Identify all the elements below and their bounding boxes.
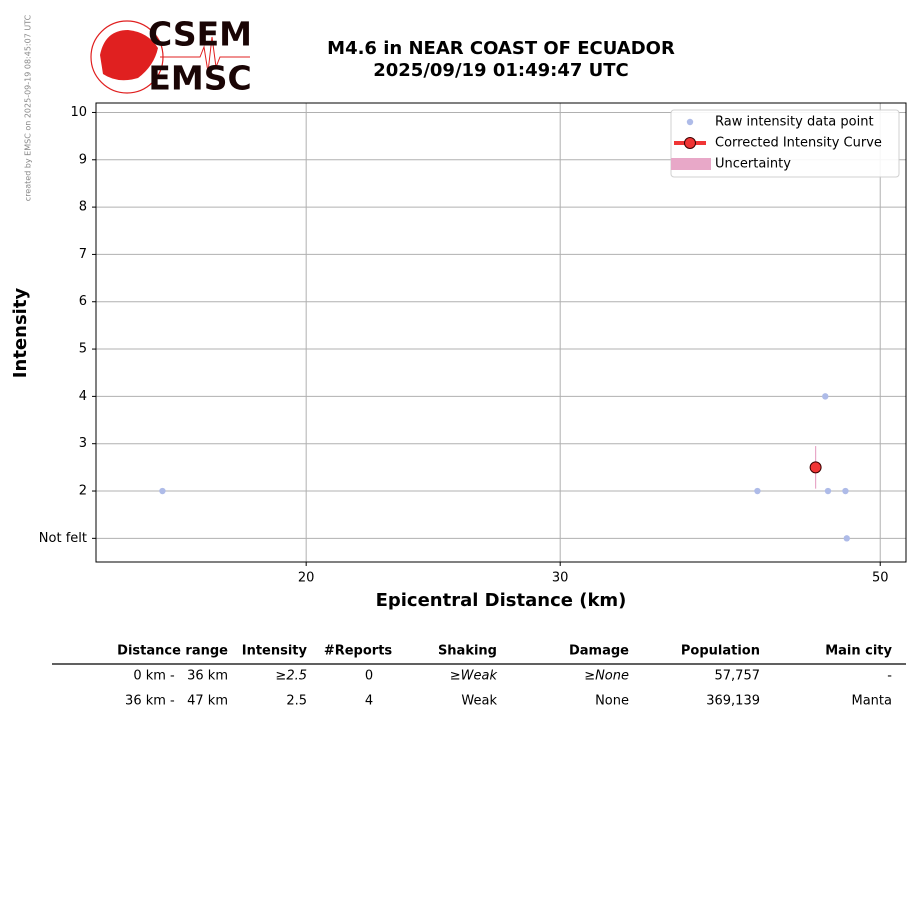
logo-wave: [160, 36, 250, 73]
table-cell: Manta: [852, 694, 893, 709]
table-cell: -: [887, 669, 892, 684]
legend-marker: [671, 158, 711, 170]
legend-marker: [684, 137, 696, 149]
table-header: Distance range: [117, 644, 228, 659]
legend-box: [670, 109, 900, 178]
table-header: Shaking: [438, 644, 497, 659]
logo-bottom: EMSC: [148, 59, 251, 98]
logo-map: [100, 30, 158, 81]
x-tick-label: 50: [872, 571, 889, 586]
chart-title: M4.6 in NEAR COAST OF ECUADOR: [327, 38, 675, 59]
table-cell: None: [595, 694, 629, 709]
y-tick-label: 2: [79, 484, 87, 499]
table-cell: 2.5: [286, 694, 307, 709]
x-tick-label: 30: [552, 571, 569, 586]
table-cell: 4: [365, 694, 373, 709]
raw-point: [754, 487, 761, 495]
y-tick-label: 3: [79, 436, 87, 451]
y-tick-label: 8: [79, 200, 87, 215]
raw-point: [842, 487, 849, 495]
corrected-point: [809, 461, 822, 474]
plot-frame: [95, 102, 907, 563]
y-tick-label: 7: [79, 247, 87, 262]
legend-label: Uncertainty: [715, 157, 791, 172]
table-cell: 369,139: [706, 694, 760, 709]
legend-label: Corrected Intensity Curve: [715, 136, 882, 151]
y-tick-label: 9: [79, 152, 87, 167]
legend-label: Raw intensity data point: [715, 115, 874, 130]
raw-point: [843, 535, 850, 542]
y-tick-label: 4: [79, 389, 87, 404]
raw-point: [159, 487, 166, 495]
y-axis-label: Intensity: [10, 288, 31, 379]
table-header: Main city: [825, 644, 892, 659]
table-cell: 0 km - 36 km: [133, 669, 228, 684]
table-cell: ≥Weak: [450, 669, 498, 684]
table-cell: 36 km - 47 km: [125, 694, 228, 709]
y-tick-label: 10: [70, 105, 87, 120]
table-header: Damage: [569, 644, 629, 659]
table-cell: ≥None: [584, 669, 629, 684]
logo-top: CSEM: [148, 15, 252, 54]
table-cell: 57,757: [715, 669, 761, 684]
legend-marker: [686, 118, 694, 126]
y-tick-label: 5: [79, 342, 87, 357]
y-tick-label: 6: [79, 294, 87, 309]
raw-point: [824, 487, 832, 495]
watermark: created by EMSC on 2025-09-19 08:45:07 U…: [24, 14, 33, 201]
table-cell: ≥2.5: [275, 669, 307, 684]
raw-point: [822, 393, 829, 400]
x-axis-label: Epicentral Distance (km): [376, 590, 627, 611]
logo: CSEM EMSC: [90, 15, 252, 98]
table-cell: 0: [365, 669, 373, 684]
y-tick-label: Not felt: [39, 531, 87, 546]
x-tick-label: 20: [298, 571, 315, 586]
table-header: #Reports: [324, 644, 393, 659]
table-cell: Weak: [461, 694, 497, 709]
table-header: Intensity: [242, 644, 308, 659]
chart-subtitle: 2025/09/19 01:49:47 UTC: [373, 60, 629, 81]
table-header: Population: [681, 644, 760, 659]
